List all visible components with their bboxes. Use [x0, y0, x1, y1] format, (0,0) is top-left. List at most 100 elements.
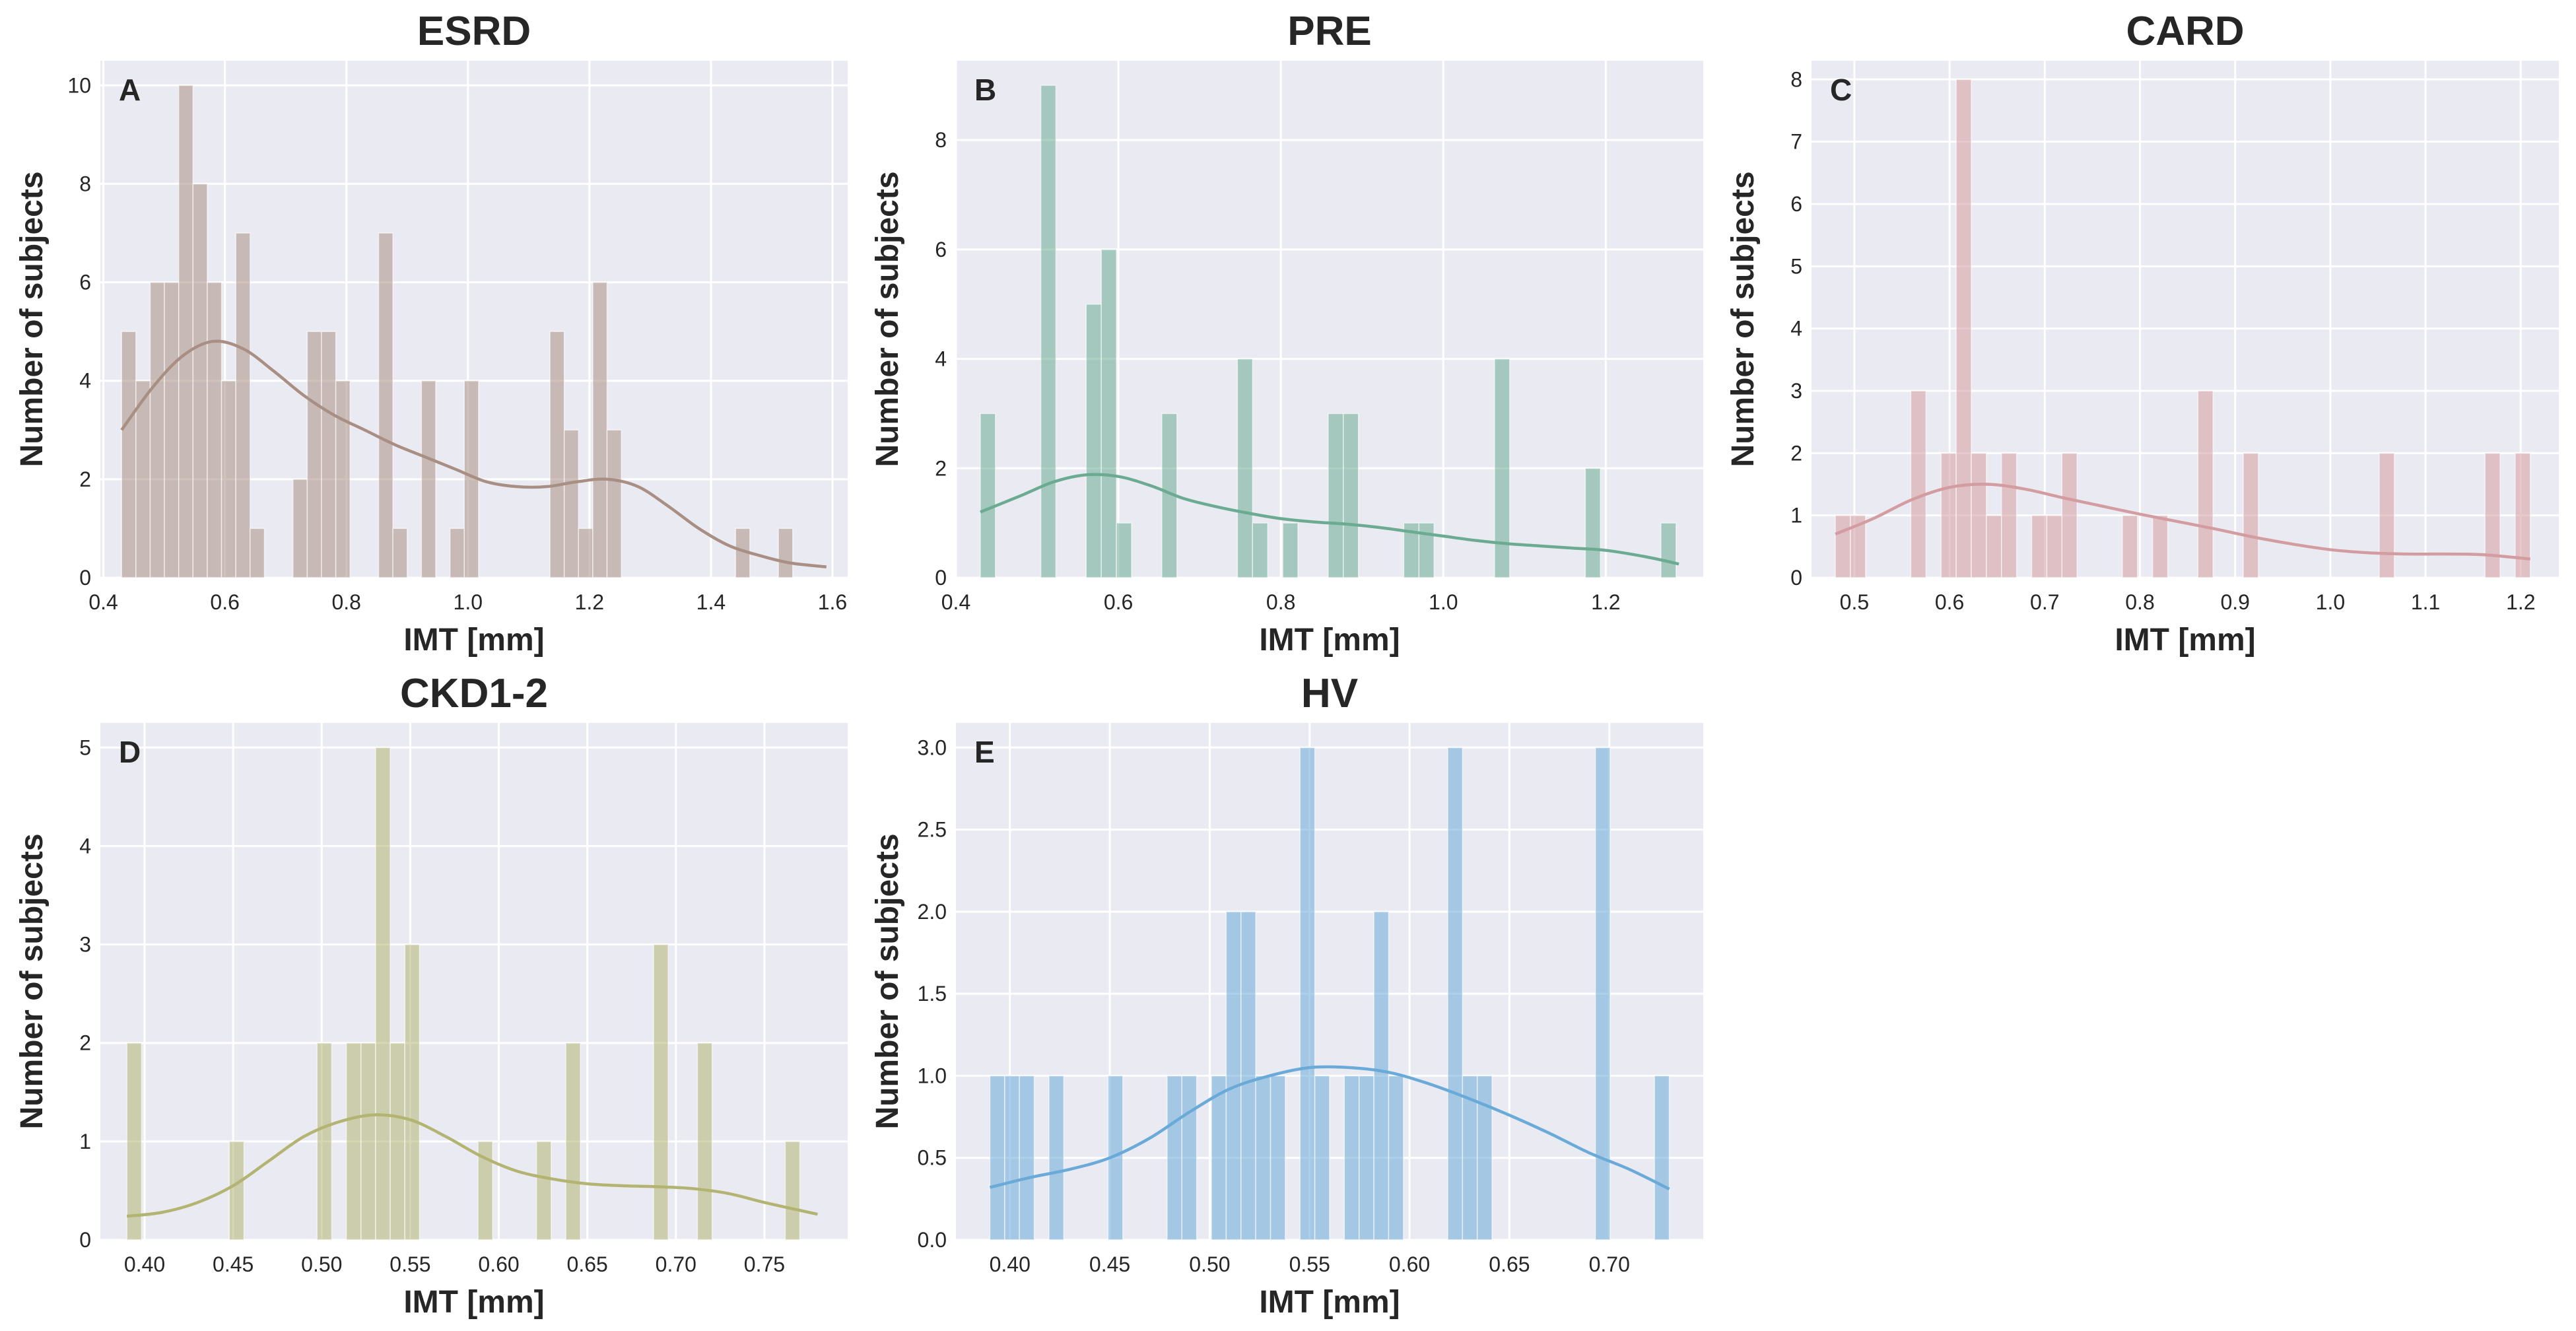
chart-panel-e: 0.40 0.45 0.50 0.55 0.60 0.65 0.70 0.0 0.5 1.0 1.5…: [870, 671, 1703, 1320]
y-tick-label: 3: [79, 933, 91, 957]
histogram-bar: [1314, 1075, 1330, 1240]
histogram-bar: [390, 1042, 406, 1240]
histogram-bar: [1101, 249, 1117, 578]
x-tick-label: 0.8: [1266, 590, 1295, 614]
y-axis-label: Number of subjects: [1726, 171, 1761, 467]
histogram-bar: [1255, 1075, 1271, 1240]
x-tick-label: 0.60: [1389, 1252, 1430, 1276]
panel-title: CARD: [2126, 9, 2244, 54]
histogram-bar: [1181, 1075, 1198, 1240]
histogram-bar: [1654, 1075, 1670, 1240]
histogram-bar: [1116, 522, 1132, 578]
histogram-bar: [1040, 85, 1057, 578]
histogram-bar: [321, 331, 337, 578]
kde-curve: [980, 473, 1679, 566]
x-tick-label: 0.4: [941, 590, 970, 614]
x-tick-label: 0.45: [1089, 1252, 1130, 1276]
x-axis-label: IMT [mm]: [1259, 623, 1400, 658]
x-tick-label: 0.6: [1104, 590, 1133, 614]
histogram-bar: [2122, 514, 2138, 578]
y-tick-label: 2.5: [918, 818, 947, 842]
histogram-bar: [1328, 413, 1344, 578]
histogram-bar: [549, 331, 565, 578]
x-tick-label: 1.0: [2316, 590, 2345, 614]
histogram-bar: [1940, 452, 1957, 578]
histogram-bar: [306, 331, 322, 578]
x-tick-label: 0.45: [213, 1252, 254, 1276]
histogram-bar: [535, 1141, 552, 1240]
histogram-bar: [1594, 747, 1611, 1240]
histogram-bar: [404, 943, 421, 1240]
panel-letter: C: [1830, 73, 1852, 107]
x-axis-label: IMT [mm]: [1259, 1285, 1400, 1320]
histogram-bar: [292, 479, 308, 578]
x-tick-label: 1.2: [1591, 590, 1620, 614]
histogram-bar: [1955, 79, 1972, 578]
x-tick-label: 0.50: [301, 1252, 342, 1276]
x-tick-label: 0.60: [478, 1252, 519, 1276]
chart-panel-c: 0.5 0.6 0.7 0.8 0.9 1.0 1.1 1.2 0 1 2 3 4 5 6 7 8 C CARD IM…: [1726, 9, 2559, 658]
histogram-bar: [121, 331, 137, 578]
y-tick-label: 2: [1790, 441, 1802, 465]
histogram-bar: [250, 528, 265, 578]
y-tick-label: 4: [79, 369, 91, 393]
histogram-bar: [1240, 911, 1256, 1240]
x-tick-label: 0.65: [1489, 1252, 1530, 1276]
histogram-bar: [2484, 452, 2501, 578]
y-axis-label: Number of subjects: [870, 171, 905, 467]
y-tick-label: 2.0: [918, 900, 947, 924]
histogram-bar: [1476, 1075, 1493, 1240]
histogram-bar: [1299, 747, 1316, 1240]
chart-panel-d: 0.40 0.45 0.50 0.55 0.60 0.65 0.70 0.75 0 1 2 3 4 5 D C…: [15, 671, 848, 1320]
y-tick-label: 6: [1790, 192, 1802, 216]
x-axis-label: IMT [mm]: [403, 623, 544, 658]
y-tick-label: 0.5: [918, 1146, 947, 1170]
x-tick-label: 0.75: [744, 1252, 785, 1276]
y-tick-label: 8: [79, 172, 91, 195]
histogram-bar: [449, 528, 465, 578]
histogram-bar: [1343, 413, 1359, 578]
histogram-bar: [1835, 514, 1851, 578]
histogram-bar: [360, 1042, 376, 1240]
histogram-bar: [2031, 514, 2048, 578]
histogram-bar: [2379, 452, 2395, 578]
y-tick-label: 5: [79, 735, 91, 759]
x-tick-label: 0.55: [390, 1252, 430, 1276]
x-tick-label: 0.55: [1289, 1252, 1330, 1276]
y-tick-label: 4: [1790, 317, 1802, 341]
x-axis-label: IMT [mm]: [403, 1285, 544, 1320]
histogram-bar: [375, 747, 391, 1240]
x-tick-label: 0.70: [656, 1252, 696, 1276]
histogram-bar: [1237, 358, 1254, 578]
x-tick-label: 0.40: [990, 1252, 1031, 1276]
x-tick-label: 0.9: [2220, 590, 2249, 614]
histogram-bar: [335, 380, 351, 578]
histogram-bar: [235, 232, 251, 578]
histogram-bar: [192, 183, 208, 578]
y-tick-label: 2: [79, 1031, 91, 1055]
y-tick-label: 4: [79, 834, 91, 858]
histogram-bar: [135, 380, 151, 578]
histogram-bars: [1835, 79, 2531, 578]
histogram-bar: [2197, 390, 2214, 578]
y-tick-label: 4: [935, 347, 947, 371]
y-axis-label: Number of subjects: [870, 833, 905, 1129]
panel-letter: B: [974, 73, 996, 107]
x-tick-label: 0.8: [331, 590, 360, 614]
kde-curve: [120, 339, 827, 568]
chart-panel-b: 0.4 0.6 0.8 1.0 1.2 0 2 4 6 8 B PRE IMT [mm] Number o…: [870, 9, 1703, 658]
x-tick-label: 0.70: [1589, 1252, 1630, 1276]
kde-curve: [126, 1113, 818, 1218]
histogram-bar: [207, 281, 222, 578]
y-tick-label: 0.0: [918, 1228, 947, 1252]
y-tick-label: 3: [1790, 379, 1802, 403]
histogram-bar: [1004, 1075, 1020, 1240]
histogram-bars: [989, 747, 1670, 1240]
histogram-bar: [2001, 452, 2017, 578]
histogram-bar: [1418, 522, 1435, 578]
x-tick-label: 0.4: [88, 590, 118, 614]
histogram-bar: [178, 85, 194, 578]
kde-curve: [989, 1065, 1670, 1190]
y-axis-label: Number of subjects: [15, 833, 50, 1129]
